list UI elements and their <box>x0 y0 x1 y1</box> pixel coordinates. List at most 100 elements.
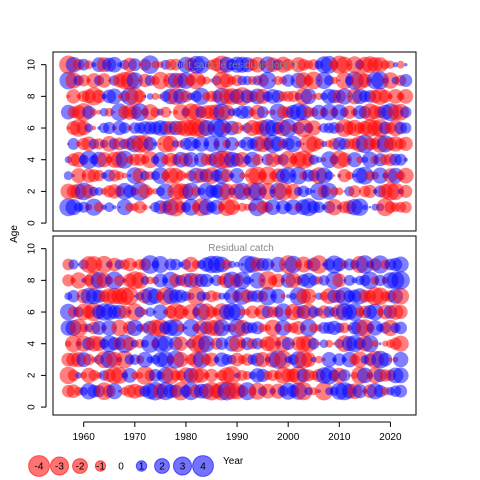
residual-bubble <box>219 104 235 120</box>
residual-bubble <box>315 156 323 163</box>
residual-bubble <box>308 154 319 165</box>
residual-bubble <box>84 60 94 70</box>
residual-bubble <box>404 62 408 67</box>
legend-label: 2 <box>159 462 165 473</box>
residual-bubble <box>265 110 270 115</box>
residual-bubble <box>137 351 153 368</box>
residual-bubble <box>183 152 199 168</box>
residual-bubble <box>151 92 159 100</box>
residual-bubble <box>399 201 412 214</box>
legend-bubble <box>135 460 148 472</box>
residual-bubble <box>313 138 325 150</box>
panel-title-top: Joint sample residuals log(N) <box>170 60 299 71</box>
residual-bubble <box>160 106 171 118</box>
residual-bubble <box>213 319 231 337</box>
residual-bubble <box>311 93 317 99</box>
residual-bubble <box>93 169 105 182</box>
y-tick-label: 4 <box>27 156 38 162</box>
residual-bubble <box>368 206 372 209</box>
residual-bubble <box>68 259 79 270</box>
legend-label: 0 <box>118 462 124 473</box>
residual-bubble <box>126 319 143 337</box>
residual-bubble <box>347 152 363 168</box>
residual-bubble <box>285 135 302 153</box>
residual-bubble <box>173 336 189 352</box>
residual-bubble <box>67 290 80 303</box>
residual-bubble <box>146 187 155 196</box>
residual-bubble <box>294 382 313 401</box>
x-tick-label: 2010 <box>328 432 351 443</box>
plot-frame-top <box>52 51 417 232</box>
panel-residual-catch: Residual catch 0 2 4 6 8 10 1960 1970 1980 1990 2… <box>27 235 417 443</box>
residual-bubble <box>326 199 343 216</box>
residual-bubble <box>95 255 113 274</box>
residual-bubble <box>157 335 174 352</box>
residual-bubble <box>151 256 169 273</box>
residual-bubble <box>133 90 147 103</box>
residual-bubble <box>361 271 379 290</box>
residual-bubble <box>230 121 244 135</box>
residual-bubble <box>151 60 160 69</box>
legend-label: -3 <box>55 462 64 473</box>
residual-bubble <box>224 199 240 216</box>
residual-bubble <box>309 255 329 274</box>
residual-bubble <box>111 319 128 337</box>
residual-bubble <box>93 202 105 213</box>
residual-bubble <box>75 372 82 379</box>
residual-bubble <box>146 93 154 100</box>
y-tick-label: 10 <box>27 243 38 255</box>
residual-bubble <box>256 106 269 119</box>
y-tick-label: 2 <box>27 372 38 378</box>
residual-bubble <box>301 352 317 368</box>
residual-bubble <box>259 71 277 90</box>
residual-bubble <box>352 384 367 399</box>
residual-bubble <box>371 340 379 348</box>
residual-bubble <box>392 61 399 68</box>
residual-bubble <box>71 168 87 184</box>
residual-bubble <box>338 369 351 382</box>
residual-bubble <box>335 187 344 196</box>
residual-bubble <box>382 72 399 89</box>
residual-bubble <box>118 122 131 134</box>
legend-label: -4 <box>35 462 44 473</box>
residual-bubble <box>121 172 128 179</box>
residual-bubble <box>339 322 350 334</box>
residual-bubble <box>300 88 317 105</box>
residual-bubble <box>120 287 139 306</box>
residual-bubble <box>306 120 322 136</box>
residual-bubble <box>378 89 392 103</box>
residual-bubble <box>394 321 408 335</box>
residual-bubble <box>388 357 393 362</box>
residual-bubble <box>348 185 361 198</box>
residual-bubble <box>396 60 405 69</box>
residual-bubble <box>152 304 168 320</box>
residual-bubble <box>192 55 211 74</box>
residual-bubble <box>193 368 209 383</box>
residual-bubble <box>133 200 147 214</box>
residual-bubble <box>91 125 97 131</box>
y-axis-top: 0 2 4 6 8 10 <box>27 59 47 226</box>
residual-bubble <box>153 141 158 146</box>
panel-title-bottom: Residual catch <box>208 243 274 254</box>
y-tick-label: 4 <box>27 340 38 346</box>
residual-bubble <box>126 72 144 89</box>
residual-bubble <box>199 273 214 288</box>
residual-bubble <box>225 137 239 151</box>
y-axis-title: Age <box>9 225 20 243</box>
residual-bubble <box>282 58 295 71</box>
residual-bubble <box>342 105 357 119</box>
residual-bubble <box>140 55 160 74</box>
residual-bubble <box>400 122 412 134</box>
x-axis: 1960 1970 1980 1990 2000 2010 2020 <box>73 421 402 443</box>
residual-bubble <box>67 369 80 382</box>
residual-bubble <box>394 153 407 166</box>
residual-bubble <box>92 89 106 104</box>
residual-bubble <box>251 154 264 166</box>
y-tick-label: 6 <box>27 125 38 131</box>
residual-bubble <box>314 382 334 401</box>
residual-bubble <box>274 350 293 369</box>
residual-bubble <box>77 74 90 87</box>
legend-bubble <box>173 456 192 476</box>
residual-bubble <box>69 318 88 338</box>
residual-bubble <box>393 351 409 368</box>
